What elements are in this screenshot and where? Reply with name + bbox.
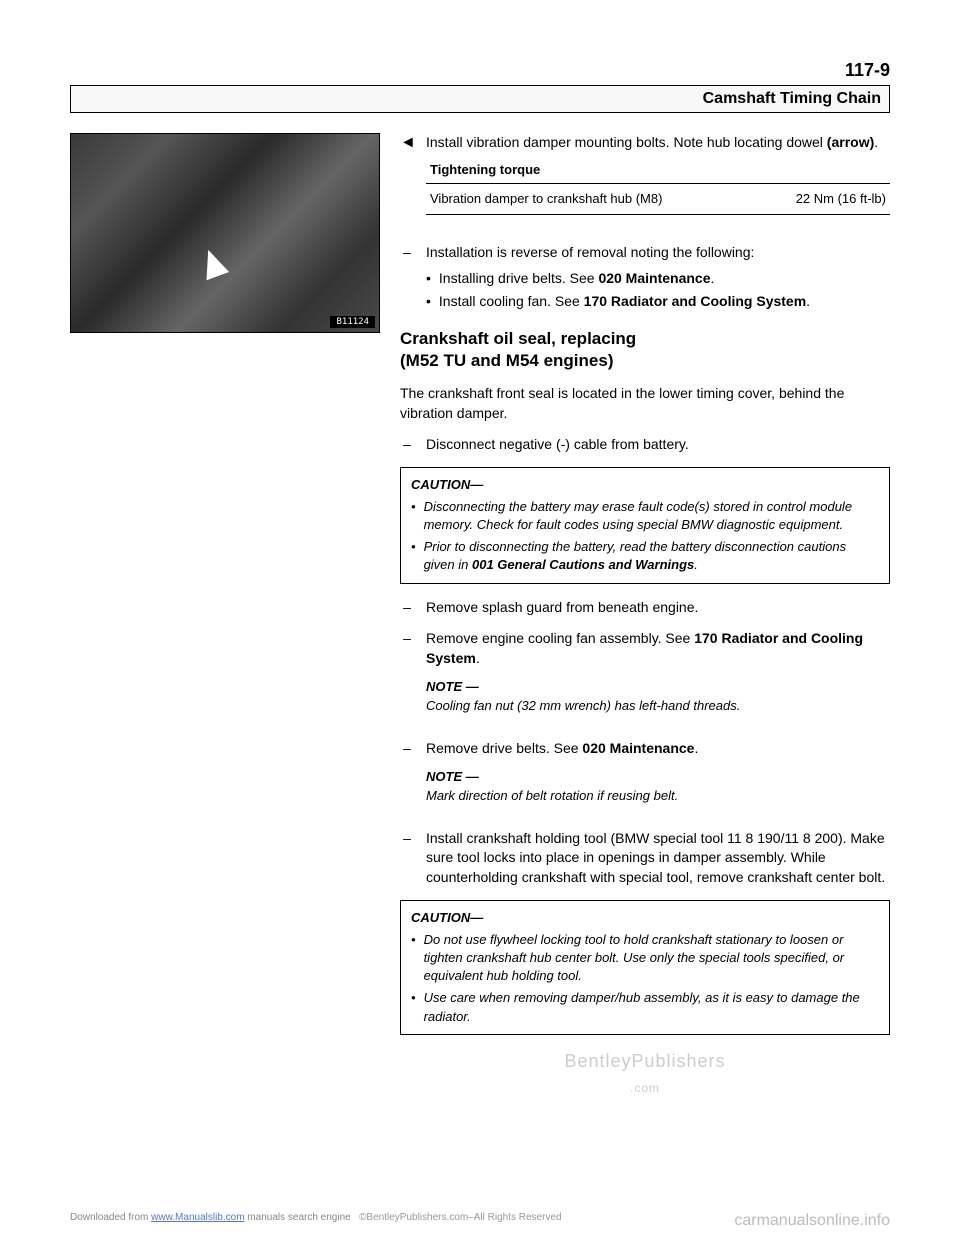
bullet-icon: • bbox=[411, 989, 416, 1025]
torque-value: 22 Nm (16 ft-lb) bbox=[796, 190, 886, 208]
bullet-icon: • bbox=[411, 498, 416, 534]
bullet-icon: • bbox=[411, 538, 416, 574]
text: . bbox=[694, 557, 698, 572]
caution-text: Disconnecting the battery may erase faul… bbox=[424, 498, 879, 534]
footer-bar: Downloaded from www.Manualslib.com manua… bbox=[0, 1212, 960, 1230]
step-body: Remove engine cooling fan assembly. See … bbox=[426, 629, 890, 727]
dash-icon: – bbox=[400, 739, 414, 817]
step-body: Disconnect negative (-) cable from batte… bbox=[426, 435, 890, 455]
dash-icon: – bbox=[400, 829, 414, 888]
dash-icon: – bbox=[400, 243, 414, 316]
text: Install cooling fan. See bbox=[439, 293, 584, 309]
step-install-damper: ◄ Install vibration damper mounting bolt… bbox=[400, 133, 890, 231]
text: . bbox=[476, 650, 480, 666]
footer-left: Downloaded from www.Manualslib.com manua… bbox=[70, 1212, 562, 1230]
caution-text: Use care when removing damper/hub assemb… bbox=[424, 989, 879, 1025]
dash-icon: – bbox=[400, 598, 414, 618]
step-body: Remove splash guard from beneath engine. bbox=[426, 598, 890, 618]
caution-title: CAUTION— bbox=[411, 909, 879, 927]
torque-label: Vibration damper to crankshaft hub (M8) bbox=[430, 190, 662, 208]
text: Installing drive belts. See bbox=[439, 270, 599, 286]
text: Remove drive belts. See bbox=[426, 740, 582, 756]
text: Installation is reverse of removal notin… bbox=[426, 244, 754, 260]
left-column: B11124 bbox=[70, 133, 380, 1099]
text: Install vibration damper mounting bolts.… bbox=[426, 134, 827, 150]
step-body: Remove drive belts. See 020 Maintenance.… bbox=[426, 739, 890, 817]
text: . bbox=[711, 270, 715, 286]
photo-arrow-icon bbox=[197, 246, 229, 281]
footer-center: ©BentleyPublishers.com–All Rights Reserv… bbox=[359, 1212, 561, 1223]
caution-item: • Disconnecting the battery may erase fa… bbox=[411, 498, 879, 534]
step-remove-fan: – Remove engine cooling fan assembly. Se… bbox=[400, 629, 890, 727]
section-heading: Crankshaft oil seal, replacing (M52 TU a… bbox=[400, 328, 890, 372]
caution-box: CAUTION— • Disconnecting the battery may… bbox=[400, 467, 890, 584]
note-title: NOTE — bbox=[426, 768, 890, 786]
text: manuals search engine bbox=[245, 1212, 351, 1223]
page-number: 117-9 bbox=[70, 60, 890, 81]
bold: 020 Maintenance bbox=[582, 740, 694, 756]
step-body: Install vibration damper mounting bolts.… bbox=[426, 133, 890, 231]
caution-item: • Do not use flywheel locking tool to ho… bbox=[411, 931, 879, 986]
dash-icon: – bbox=[400, 629, 414, 727]
step-disconnect-battery: – Disconnect negative (-) cable from bat… bbox=[400, 435, 890, 455]
arrow-left-icon: ◄ bbox=[400, 133, 416, 231]
bullet-icon: • bbox=[426, 269, 431, 289]
figure-photo: B11124 bbox=[70, 133, 380, 333]
step-body: Install crankshaft holding tool (BMW spe… bbox=[426, 829, 890, 888]
text: Downloaded from bbox=[70, 1212, 151, 1223]
dash-icon: – bbox=[400, 435, 414, 455]
watermark-text: BentleyPublishers bbox=[564, 1051, 725, 1071]
torque-title: Tightening torque bbox=[426, 161, 890, 179]
right-column: ◄ Install vibration damper mounting bolt… bbox=[400, 133, 890, 1099]
text: . bbox=[874, 134, 878, 150]
paragraph: The crankshaft front seal is located in … bbox=[400, 384, 890, 423]
footer-link[interactable]: www.Manualslib.com bbox=[151, 1212, 244, 1223]
bullet-item: • Install cooling fan. See 170 Radiator … bbox=[426, 292, 890, 312]
bullet-text: Installing drive belts. See 020 Maintena… bbox=[439, 269, 714, 289]
text: Remove engine cooling fan assembly. See bbox=[426, 630, 694, 646]
text: . bbox=[694, 740, 698, 756]
step-installation-reverse: – Installation is reverse of removal not… bbox=[400, 243, 890, 316]
bullet-icon: • bbox=[411, 931, 416, 986]
watermark: BentleyPublishers .com bbox=[400, 1049, 890, 1099]
caution-text: Do not use flywheel locking tool to hold… bbox=[424, 931, 879, 986]
page-container: 117-9 Camshaft Timing Chain B11124 ◄ Ins… bbox=[0, 0, 960, 1242]
caution-text: Prior to disconnecting the battery, read… bbox=[424, 538, 879, 574]
note-title: NOTE — bbox=[426, 678, 890, 696]
bold: 001 General Cautions and Warnings bbox=[472, 557, 694, 572]
footer-right: carmanualsonline.info bbox=[734, 1212, 890, 1230]
bullet-icon: • bbox=[426, 292, 431, 312]
step-body: Installation is reverse of removal notin… bbox=[426, 243, 890, 316]
text: . bbox=[806, 293, 810, 309]
caution-title: CAUTION— bbox=[411, 476, 879, 494]
note-body: Cooling fan nut (32 mm wrench) has left-… bbox=[426, 697, 890, 715]
bold: 020 Maintenance bbox=[598, 270, 710, 286]
bullet-list: • Installing drive belts. See 020 Mainte… bbox=[426, 269, 890, 312]
header-title: Camshaft Timing Chain bbox=[70, 85, 890, 113]
bold: (arrow) bbox=[827, 134, 874, 150]
watermark-sub: .com bbox=[630, 1081, 660, 1095]
photo-label: B11124 bbox=[330, 316, 375, 328]
bullet-item: • Installing drive belts. See 020 Mainte… bbox=[426, 269, 890, 289]
heading-line-2: (M52 TU and M54 engines) bbox=[400, 350, 890, 372]
step-remove-belts: – Remove drive belts. See 020 Maintenanc… bbox=[400, 739, 890, 817]
bold: 170 Radiator and Cooling System bbox=[584, 293, 807, 309]
caution-item: • Use care when removing damper/hub asse… bbox=[411, 989, 879, 1025]
torque-table: Vibration damper to crankshaft hub (M8) … bbox=[426, 183, 890, 215]
content-columns: B11124 ◄ Install vibration damper mounti… bbox=[70, 133, 890, 1099]
heading-line-1: Crankshaft oil seal, replacing bbox=[400, 328, 890, 350]
note-body: Mark direction of belt rotation if reusi… bbox=[426, 787, 890, 805]
step-install-holding-tool: – Install crankshaft holding tool (BMW s… bbox=[400, 829, 890, 888]
caution-box: CAUTION— • Do not use flywheel locking t… bbox=[400, 900, 890, 1035]
caution-item: • Prior to disconnecting the battery, re… bbox=[411, 538, 879, 574]
step-remove-splash: – Remove splash guard from beneath engin… bbox=[400, 598, 890, 618]
bullet-text: Install cooling fan. See 170 Radiator an… bbox=[439, 292, 810, 312]
